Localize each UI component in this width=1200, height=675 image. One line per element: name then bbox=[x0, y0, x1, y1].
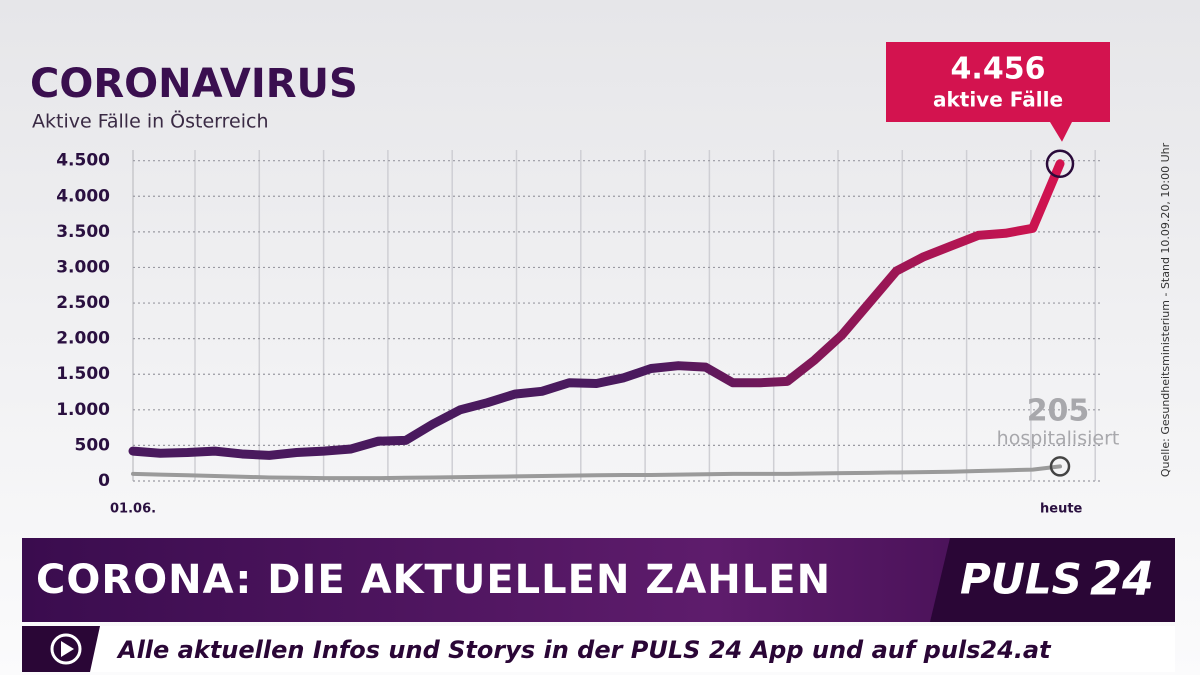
headline: CORONA: DIE AKTUELLEN ZAHLEN bbox=[36, 557, 831, 603]
source-note: Quelle: Gesundheitsministerium - Stand 1… bbox=[1159, 142, 1172, 477]
callout-value: 4.456 bbox=[951, 52, 1046, 87]
logo-number: 24 bbox=[1090, 552, 1154, 606]
hospital-label: hospitalisiert bbox=[997, 428, 1120, 450]
y-tick-label: 3.000 bbox=[56, 257, 110, 277]
y-tick-label: 1.500 bbox=[56, 364, 110, 384]
ticker-text: Alle aktuellen Infos und Storys in der P… bbox=[116, 636, 1052, 664]
end-marker bbox=[1049, 456, 1071, 477]
y-tick-label: 1.000 bbox=[56, 400, 110, 420]
logo-word: PULS bbox=[960, 555, 1082, 604]
callout-label: aktive Fälle bbox=[933, 88, 1063, 112]
callout-box bbox=[886, 42, 1110, 142]
y-tick-label: 2.500 bbox=[56, 293, 110, 313]
y-tick-label: 2.000 bbox=[56, 329, 110, 349]
y-tick-label: 0 bbox=[98, 471, 110, 491]
hospital-value: 205 bbox=[1027, 394, 1090, 429]
end-marker bbox=[1045, 149, 1075, 179]
cases-line bbox=[128, 159, 1065, 460]
x-tick-label: 01.06. bbox=[110, 502, 156, 517]
play-icon bbox=[61, 641, 74, 657]
x-tick-label: heute bbox=[1040, 502, 1083, 517]
ticker-bar bbox=[22, 626, 1175, 672]
y-tick-label: 4.000 bbox=[56, 186, 110, 206]
logo-box bbox=[930, 538, 1175, 622]
plot: 0 500 1.000 1.500 2.000 2.500 3.000 3.500 4.000 4… bbox=[56, 42, 1119, 517]
y-tick-label: 4.500 bbox=[56, 151, 110, 171]
y-tick-label: 500 bbox=[75, 435, 111, 455]
play-button[interactable] bbox=[50, 633, 82, 665]
chart-title: CORONAVIRUS bbox=[30, 61, 358, 107]
chart-subtitle: Aktive Fälle in Österreich bbox=[32, 110, 269, 133]
hospital-line bbox=[131, 464, 1062, 481]
y-tick-label: 3.500 bbox=[56, 222, 110, 242]
